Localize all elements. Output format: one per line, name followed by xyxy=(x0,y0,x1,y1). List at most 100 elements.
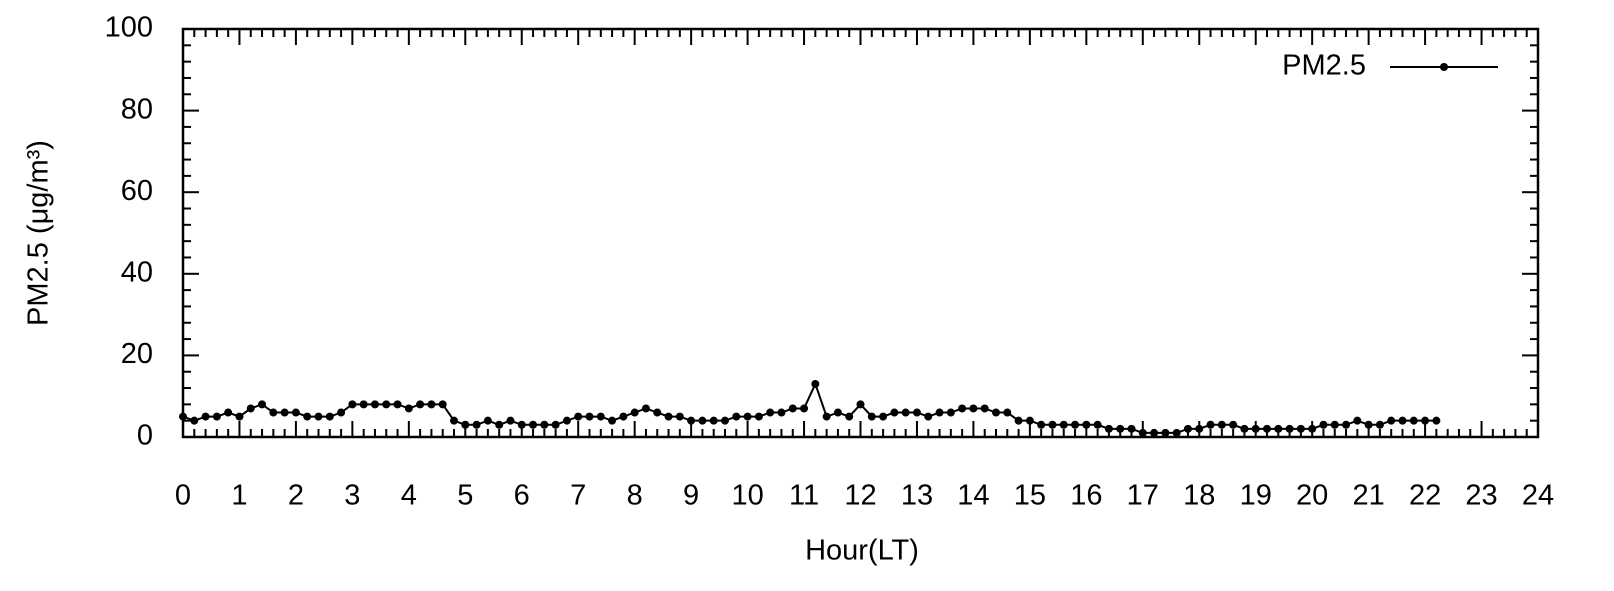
x-tick-label: 0 xyxy=(175,480,191,512)
data-point xyxy=(1183,424,1192,433)
data-point xyxy=(416,400,425,409)
x-tick-label: 20 xyxy=(1296,480,1328,512)
x-tick-label: 2 xyxy=(288,480,304,512)
data-point xyxy=(969,404,978,413)
data-point xyxy=(901,408,910,417)
data-point xyxy=(1364,420,1373,429)
data-point xyxy=(303,412,312,421)
data-point xyxy=(980,404,989,413)
x-tick-label: 4 xyxy=(401,480,417,512)
data-point xyxy=(585,412,594,421)
y-tick-label: 100 xyxy=(105,12,153,44)
series-line xyxy=(182,381,1437,434)
data-point xyxy=(766,408,775,417)
data-point xyxy=(1330,420,1339,429)
x-tick-label: 11 xyxy=(789,480,819,512)
legend-label: PM2.5 xyxy=(1282,50,1366,82)
data-point xyxy=(370,400,379,409)
data-point xyxy=(1432,416,1441,425)
x-tick-label: 9 xyxy=(683,480,699,512)
data-point xyxy=(664,412,673,421)
data-point xyxy=(506,416,515,425)
data-point xyxy=(1229,420,1238,429)
data-point xyxy=(393,400,402,409)
data-point xyxy=(1398,416,1407,425)
data-point xyxy=(1375,420,1384,429)
data-point xyxy=(1409,416,1418,425)
data-point xyxy=(1296,424,1305,433)
data-point xyxy=(1082,420,1091,429)
data-point xyxy=(924,412,933,421)
data-point xyxy=(337,408,346,417)
data-point xyxy=(495,420,504,429)
data-point xyxy=(687,416,696,425)
y-tick-label: 80 xyxy=(121,93,153,125)
data-point xyxy=(1161,428,1170,437)
data-point xyxy=(1251,424,1260,433)
x-tick-label: 10 xyxy=(731,480,763,512)
data-point xyxy=(212,412,221,421)
data-point xyxy=(958,404,967,413)
data-point xyxy=(190,416,199,425)
x-tick-label: 18 xyxy=(1183,480,1215,512)
data-point xyxy=(845,412,854,421)
data-point xyxy=(325,412,334,421)
data-point xyxy=(596,412,605,421)
y-tick-label: 40 xyxy=(121,256,153,288)
data-point xyxy=(811,379,820,388)
data-point xyxy=(1285,424,1294,433)
data-point xyxy=(992,408,1000,417)
data-point xyxy=(619,412,628,421)
data-point xyxy=(743,412,752,421)
data-point xyxy=(675,412,684,421)
data-point xyxy=(461,420,470,429)
data-point xyxy=(1048,420,1057,429)
data-point xyxy=(1138,428,1147,437)
x-tick-label: 6 xyxy=(514,480,530,512)
data-point xyxy=(946,408,955,417)
data-point xyxy=(574,412,583,421)
y-tick-label: 0 xyxy=(137,420,153,452)
data-point xyxy=(562,416,571,425)
x-tick-label: 16 xyxy=(1070,480,1102,512)
data-point xyxy=(1093,420,1102,429)
data-point xyxy=(1387,416,1396,425)
data-point xyxy=(754,412,763,421)
data-point xyxy=(382,400,391,409)
data-point xyxy=(1421,416,1430,425)
data-point xyxy=(269,408,278,417)
x-tick-label: 3 xyxy=(344,480,360,512)
data-point xyxy=(201,412,210,421)
x-tick-label: 19 xyxy=(1240,480,1272,512)
data-point xyxy=(235,412,244,421)
data-point xyxy=(1025,416,1034,425)
plot-frame xyxy=(181,27,1540,439)
data-point xyxy=(641,404,650,413)
data-point xyxy=(517,420,526,429)
x-tick-label: 8 xyxy=(627,480,643,512)
data-point xyxy=(1308,424,1317,433)
data-point xyxy=(450,416,458,425)
data-point xyxy=(1217,420,1226,429)
y-tick-label: 20 xyxy=(121,338,153,370)
x-tick-label: 12 xyxy=(844,480,876,512)
data-point xyxy=(179,412,187,421)
data-point xyxy=(258,400,267,409)
data-point xyxy=(1206,420,1215,429)
data-point xyxy=(890,408,899,417)
data-point xyxy=(359,400,368,409)
data-point xyxy=(935,408,944,417)
data-point xyxy=(1071,420,1080,429)
data-point xyxy=(867,412,876,421)
data-point xyxy=(1003,408,1012,417)
data-point xyxy=(721,416,729,425)
x-axis-label: Hour(LT) xyxy=(805,535,919,567)
x-tick-label: 1 xyxy=(231,480,247,512)
x-tick-label: 22 xyxy=(1409,480,1441,512)
data-point xyxy=(822,412,831,421)
data-point xyxy=(224,408,233,417)
x-tick-label: 23 xyxy=(1465,480,1497,512)
x-tick-label: 24 xyxy=(1522,480,1554,512)
y-tick-label: 60 xyxy=(121,175,153,207)
